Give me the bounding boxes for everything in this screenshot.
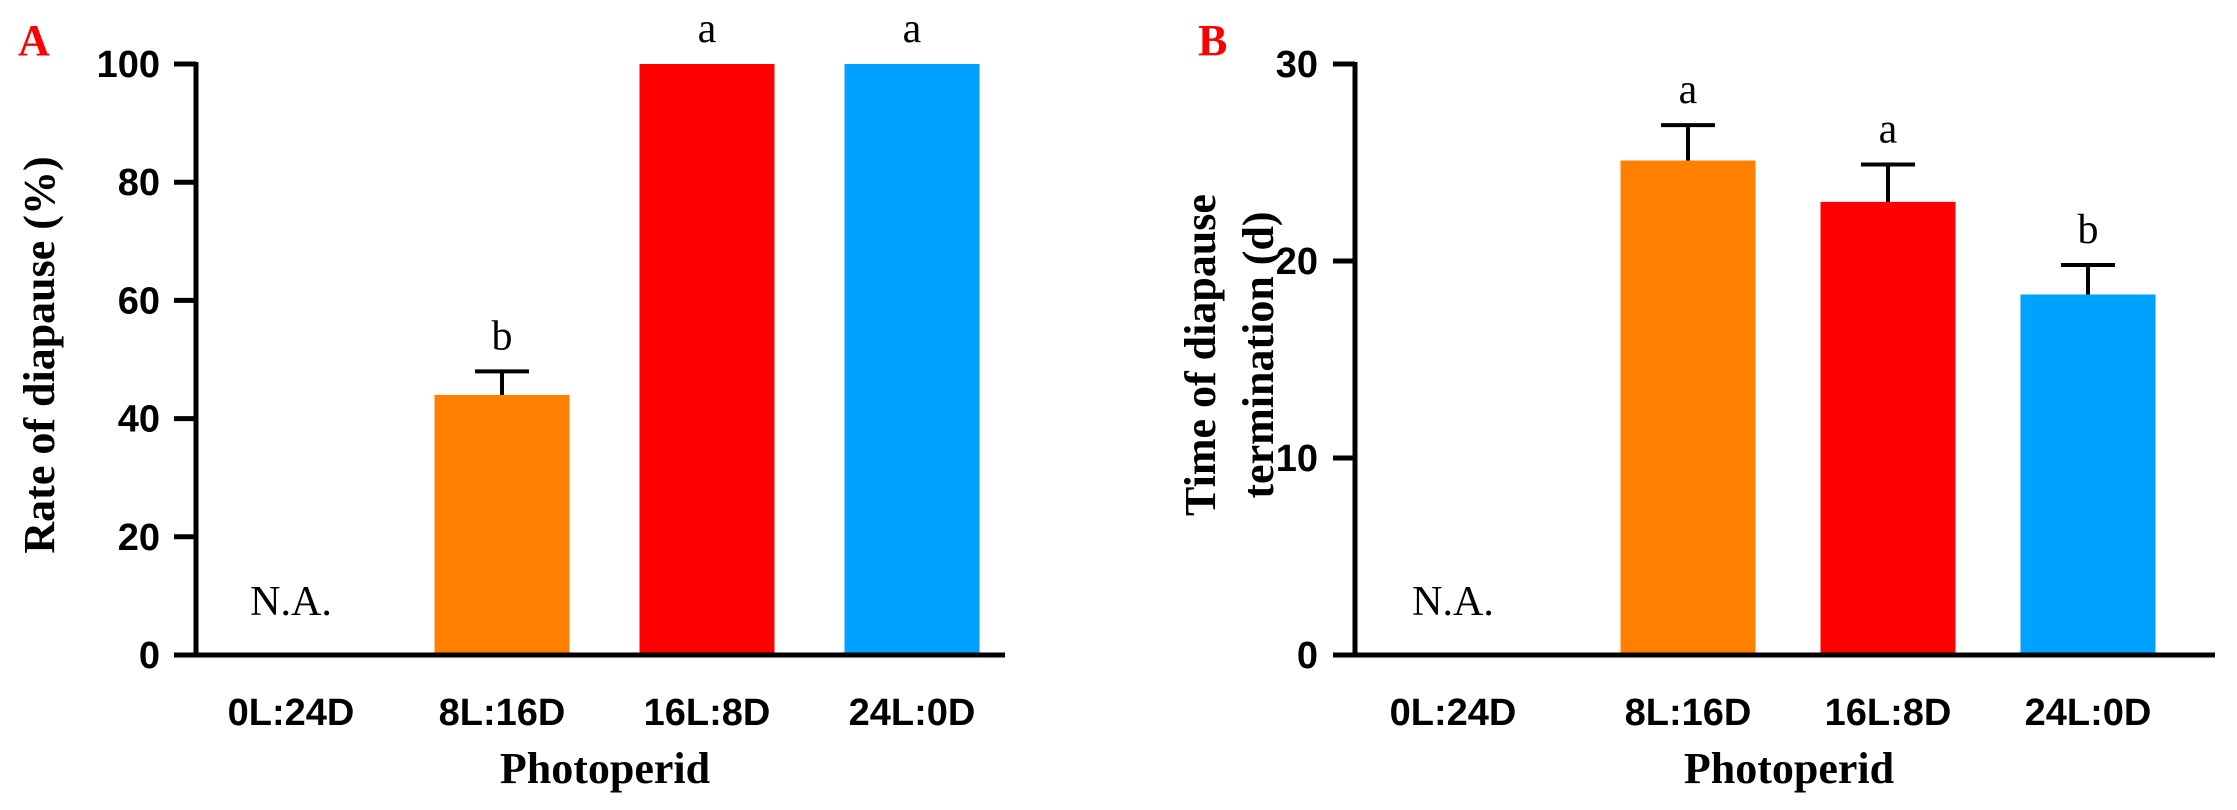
bar xyxy=(639,64,775,655)
y-tick-label: 10 xyxy=(1276,438,1318,480)
x-tick-label: 0L:24D xyxy=(228,692,355,734)
x-tick-label: 16L:8D xyxy=(644,692,771,734)
x-tick-label: 24L:0D xyxy=(2025,692,2152,734)
panel-b: B N.A. 0L:24D a 8L:16D a 16L:8D b 24L:0D 0 10 20 30 T… xyxy=(1176,16,2215,793)
y-tick-label: 0 xyxy=(139,635,160,677)
y-tick-label: 20 xyxy=(118,517,160,559)
x-tick-label: 24L:0D xyxy=(849,692,976,734)
significance-label: b xyxy=(2078,207,2099,253)
significance-label: a xyxy=(1679,67,1698,113)
y-axis-title-line: termination (d) xyxy=(1234,211,1283,498)
bar xyxy=(434,394,570,655)
x-tick-label: 8L:16D xyxy=(1625,692,1752,734)
significance-label: b xyxy=(492,313,513,359)
significance-label: a xyxy=(698,6,717,52)
x-tick-label: 8L:16D xyxy=(439,692,566,734)
bar xyxy=(844,64,980,655)
y-tick-label: 80 xyxy=(118,162,160,204)
bar xyxy=(2020,294,2156,655)
panel-letter: A xyxy=(18,16,50,65)
y-axis-title-line: Time of diapause xyxy=(1176,194,1225,516)
bar xyxy=(1620,160,1756,655)
panel-a: A N.A. 0L:24D b 8L:16D a 16L:8D a 24L:0D 0 20 40 60 8… xyxy=(15,6,1005,793)
y-tick-label: 100 xyxy=(97,44,160,86)
panel-letter: B xyxy=(1198,16,1227,65)
y-tick-label: 20 xyxy=(1276,241,1318,283)
bar xyxy=(1820,201,1956,655)
y-axis-title: Rate of diapause (%) xyxy=(15,156,64,553)
y-tick-label: 0 xyxy=(1297,635,1318,677)
na-label: N.A. xyxy=(1412,579,1494,625)
x-axis-title: Photoperid xyxy=(500,744,710,793)
significance-label: a xyxy=(1879,106,1898,152)
y-tick-label: 30 xyxy=(1276,44,1318,86)
y-tick-label: 60 xyxy=(118,280,160,322)
na-label: N.A. xyxy=(250,579,332,625)
x-tick-label: 16L:8D xyxy=(1825,692,1952,734)
significance-label: a xyxy=(903,6,922,52)
x-tick-label: 0L:24D xyxy=(1390,692,1517,734)
y-tick-label: 40 xyxy=(118,399,160,441)
x-axis-title: Photoperid xyxy=(1684,744,1894,793)
